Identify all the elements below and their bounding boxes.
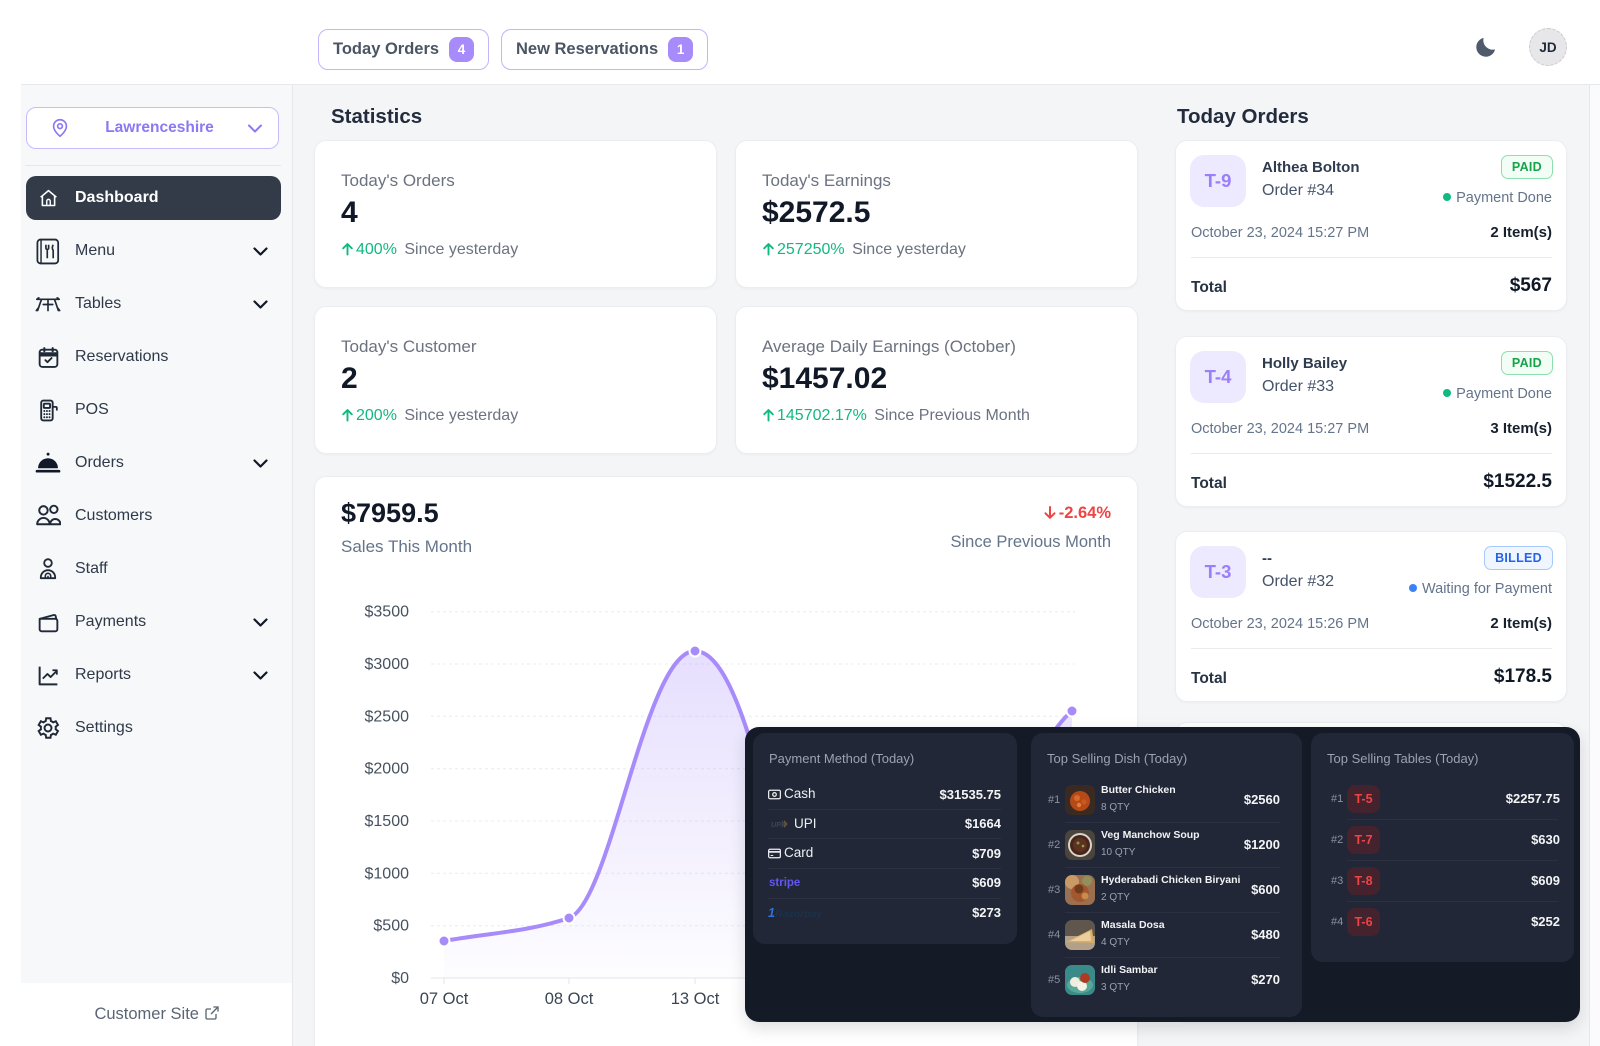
svg-text:$2500: $2500 (365, 708, 410, 725)
svg-text:$500: $500 (373, 918, 409, 935)
svg-text:08 Oct: 08 Oct (545, 990, 594, 1008)
svg-text:$1500: $1500 (365, 813, 410, 830)
svg-text:13 Oct: 13 Oct (671, 990, 720, 1008)
svg-text:$2000: $2000 (365, 761, 410, 778)
svg-text:$3500: $3500 (365, 604, 410, 621)
svg-text:07 Oct: 07 Oct (420, 990, 469, 1008)
svg-text:UPI: UPI (771, 820, 784, 829)
svg-text:$0: $0 (391, 970, 409, 987)
svg-text:$1000: $1000 (365, 865, 410, 882)
svg-text:$3000: $3000 (365, 656, 410, 673)
